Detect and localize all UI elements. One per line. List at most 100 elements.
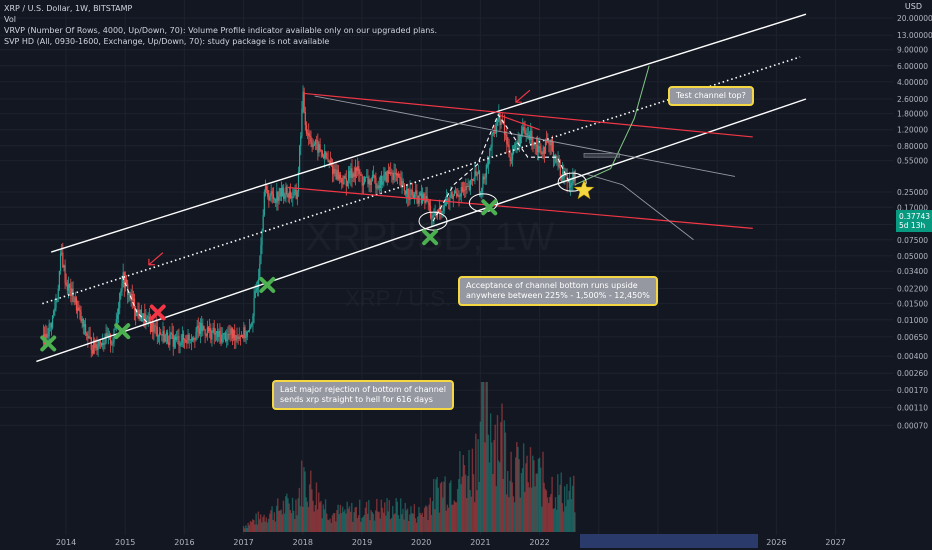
candle-body [493,131,495,134]
candle-body [182,334,185,340]
candle-body [81,318,83,322]
volume-bar [560,472,562,532]
volume-bar [354,507,356,532]
candle-body [206,327,208,336]
indicator-vrvp[interactable]: VRVP (Number Of Rows, 4000, Up/Down, 70)… [4,26,438,35]
volume-bar [443,481,445,532]
volume-bar [442,497,444,532]
candle-body [201,322,203,332]
volume-bar [298,487,301,532]
candle-body [143,313,145,321]
candle-body [179,345,181,346]
highlight-circle [418,211,448,231]
volume-bar [297,498,299,532]
candle-body [524,130,526,135]
candle-body [180,343,182,346]
volume-bar [259,514,262,532]
candle-body [462,189,465,192]
volume-bar [319,502,321,532]
volume-bar [315,482,318,532]
candle-body [203,326,205,330]
candle-body [377,185,379,189]
volume-bar [361,518,363,532]
candle-body [346,180,349,186]
candle-body [56,299,58,302]
callout-acceptance[interactable]: Acceptance of channel bottom runs upside… [458,276,658,306]
candle-body [189,339,191,341]
volume-bar [524,491,526,532]
callout-test-channel-top[interactable]: Test channel top? [668,86,754,106]
candle-body [536,145,539,153]
candle-body [370,180,372,185]
volume-bar [403,519,405,532]
volume-bar [514,457,517,532]
volume-bar [439,483,442,532]
green-x-marker [114,323,131,340]
candle-body [426,195,428,202]
volume-bar [520,473,523,532]
last-price-value: 0.37743 [899,212,931,221]
candle-body [130,293,132,299]
candle-body [262,215,264,231]
candle-body [530,130,532,140]
indicator-vol[interactable]: Vol [4,15,16,24]
candle-body [464,189,466,191]
y-tick-label: 0.00260 [897,369,928,378]
candle-body [155,325,157,327]
y-tick-label: 1.80000 [897,110,928,119]
candle-body [258,278,260,288]
candle-body [238,336,240,339]
candle-body [336,169,338,180]
volume-bar [277,498,279,532]
candle-body [125,279,128,284]
volume-bar [485,382,487,532]
candle-body [410,189,412,191]
symbol-line[interactable]: XRP / U.S. Dollar, 1W, BITSTAMP [4,4,133,13]
candle-body [248,328,251,331]
candle-body [499,112,501,126]
volume-bar [283,513,286,532]
volume-bar [374,510,377,532]
volume-bar [543,482,545,532]
candle-body [87,335,89,339]
volume-bar [534,486,536,532]
volume-bar [281,514,284,532]
candle-body [324,151,326,158]
y-tick-label: 0.01500 [897,300,928,309]
candle-body [252,315,254,324]
candle-body [371,175,374,181]
volume-bar [262,517,264,532]
volume-bar [418,507,420,532]
volume-bar [445,510,447,532]
candle-body [219,330,221,335]
volume-bar [340,512,343,532]
candle-body [171,332,173,335]
volume-bar [366,513,369,532]
volume-bar [509,480,511,532]
volume-bar [428,504,430,532]
volume-bar [269,513,271,532]
volume-bar [364,507,367,532]
candle-body [230,328,232,335]
y-tick-label: 0.01000 [897,316,928,325]
volume-bar [294,519,296,532]
candle-body [193,337,195,340]
candle-body [391,172,393,174]
volume-bar [425,505,427,532]
candle-body [546,140,548,143]
candle-body [424,200,426,203]
candle-body [396,174,399,176]
candle-body [517,135,519,143]
candle-body [71,288,73,297]
callout-rejection[interactable]: Last major rejection of bottom of channe… [272,380,454,410]
indicator-svp[interactable]: SVP HD (All, 0930-1600, Exchange, Up/Dow… [4,37,330,46]
candle-body [333,168,335,175]
candle-body [318,144,320,153]
volume-bar [433,478,435,532]
candle-body [547,141,549,143]
candle-body [59,253,62,271]
candle-body [170,332,172,335]
volume-bar [535,473,537,532]
